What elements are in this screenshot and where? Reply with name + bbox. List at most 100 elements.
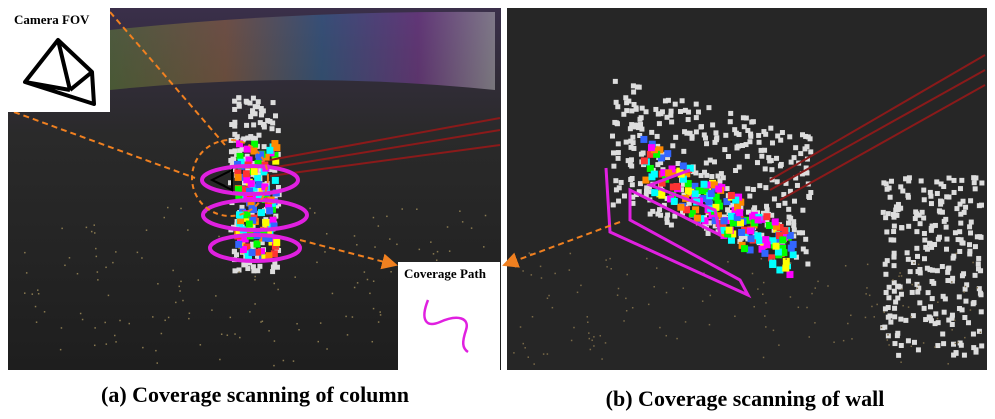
point <box>676 337 678 340</box>
point <box>273 113 279 119</box>
point <box>623 139 629 145</box>
point <box>888 344 890 346</box>
point <box>244 248 252 256</box>
point <box>774 179 780 185</box>
point <box>636 189 642 195</box>
point <box>668 112 674 118</box>
point <box>268 167 274 173</box>
point <box>789 240 797 248</box>
point <box>669 119 675 125</box>
point <box>669 183 677 191</box>
point <box>686 200 692 206</box>
point <box>774 248 782 256</box>
point <box>172 269 174 272</box>
point <box>239 204 245 210</box>
point <box>886 339 889 341</box>
point <box>654 133 660 139</box>
point <box>568 269 571 271</box>
point <box>241 193 249 201</box>
point <box>746 246 754 254</box>
point <box>631 145 637 151</box>
point <box>711 217 719 225</box>
point <box>715 202 723 210</box>
point <box>951 189 957 195</box>
point <box>675 161 681 167</box>
point <box>747 193 753 199</box>
point <box>35 321 38 323</box>
point <box>707 157 713 163</box>
point <box>703 160 709 166</box>
point <box>270 100 276 106</box>
point <box>898 342 904 348</box>
point <box>638 115 644 121</box>
point <box>729 202 735 208</box>
point <box>264 228 272 236</box>
point <box>649 129 655 135</box>
point <box>921 305 927 311</box>
point <box>628 157 634 163</box>
point <box>657 207 663 213</box>
point <box>345 315 347 318</box>
point <box>885 305 891 311</box>
point <box>763 241 771 249</box>
point <box>906 178 912 184</box>
point <box>593 345 595 347</box>
point <box>884 258 890 264</box>
point <box>794 182 800 188</box>
point <box>706 220 712 226</box>
point <box>769 237 777 245</box>
point <box>670 197 678 205</box>
point <box>762 293 764 295</box>
point <box>898 291 904 297</box>
point <box>704 141 710 147</box>
point <box>972 272 978 278</box>
point <box>247 260 253 266</box>
point <box>765 302 767 304</box>
point <box>275 128 281 134</box>
point <box>261 144 267 150</box>
point <box>951 253 957 259</box>
point <box>885 314 891 320</box>
point <box>720 175 726 181</box>
inset-coverage-path <box>398 262 500 370</box>
point <box>164 319 166 322</box>
point <box>695 109 701 115</box>
point <box>276 246 278 249</box>
point <box>949 315 955 321</box>
point <box>708 212 716 220</box>
point <box>635 125 641 131</box>
point <box>741 245 749 253</box>
point <box>128 322 131 325</box>
point <box>686 109 692 115</box>
point <box>698 124 704 130</box>
point <box>884 186 890 192</box>
point <box>936 208 942 214</box>
point <box>258 112 264 118</box>
inset-title: Coverage Path <box>404 266 487 281</box>
point <box>949 278 955 284</box>
point <box>160 332 163 335</box>
point <box>372 280 375 282</box>
point <box>363 271 366 273</box>
caption: (a) Coverage scanning of column <box>101 382 409 407</box>
point <box>683 170 691 178</box>
point <box>236 267 242 273</box>
point <box>964 282 970 288</box>
point <box>782 264 790 272</box>
point <box>972 244 978 250</box>
point <box>957 229 963 235</box>
point <box>656 121 662 127</box>
point <box>669 169 677 177</box>
point <box>668 165 676 173</box>
point <box>727 212 735 220</box>
point <box>691 182 699 190</box>
point <box>876 303 878 306</box>
point <box>230 156 236 162</box>
point <box>883 290 889 296</box>
point <box>692 206 700 214</box>
point <box>236 101 242 107</box>
point <box>899 225 905 231</box>
point <box>228 180 234 186</box>
point <box>351 316 354 318</box>
point <box>93 344 96 347</box>
